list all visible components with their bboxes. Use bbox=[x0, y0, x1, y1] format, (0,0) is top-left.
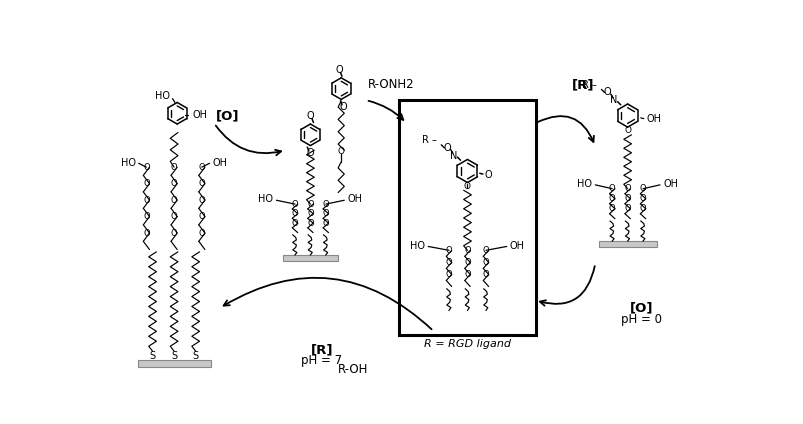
Text: O: O bbox=[322, 219, 328, 228]
Text: O: O bbox=[340, 102, 347, 112]
Text: HO: HO bbox=[120, 158, 136, 167]
Text: O: O bbox=[608, 194, 615, 203]
Text: O: O bbox=[445, 246, 452, 255]
Text: O: O bbox=[306, 112, 314, 121]
Text: O: O bbox=[623, 126, 630, 135]
Text: N: N bbox=[450, 151, 457, 161]
Text: O: O bbox=[198, 163, 205, 172]
Text: O: O bbox=[198, 212, 205, 221]
Text: O: O bbox=[463, 258, 471, 267]
Text: O: O bbox=[624, 204, 630, 213]
Text: R-ONH2: R-ONH2 bbox=[368, 78, 414, 91]
Text: O: O bbox=[143, 163, 149, 172]
Text: S: S bbox=[171, 351, 177, 361]
Text: O: O bbox=[484, 170, 491, 180]
Text: O: O bbox=[603, 87, 611, 98]
Text: S: S bbox=[149, 351, 156, 361]
Text: OH: OH bbox=[662, 179, 677, 189]
Text: S: S bbox=[193, 351, 198, 361]
Text: O: O bbox=[463, 246, 471, 255]
Text: pH = 0: pH = 0 bbox=[620, 313, 661, 326]
Text: O: O bbox=[198, 229, 205, 237]
Text: OH: OH bbox=[347, 195, 362, 204]
Text: O: O bbox=[639, 204, 646, 213]
Text: O: O bbox=[307, 209, 313, 218]
Text: O: O bbox=[143, 179, 149, 188]
Text: O: O bbox=[291, 209, 298, 218]
Text: pH = 7: pH = 7 bbox=[301, 354, 342, 367]
Text: O: O bbox=[291, 200, 298, 209]
Text: [O]: [O] bbox=[215, 109, 238, 122]
Text: OH: OH bbox=[212, 158, 227, 167]
Text: O: O bbox=[306, 148, 314, 158]
Text: O: O bbox=[198, 179, 205, 188]
Text: O: O bbox=[624, 194, 630, 203]
FancyBboxPatch shape bbox=[598, 241, 656, 247]
Text: O: O bbox=[608, 204, 615, 213]
Text: O: O bbox=[463, 270, 471, 279]
Text: O: O bbox=[608, 184, 615, 193]
Text: O: O bbox=[170, 195, 177, 205]
Text: O: O bbox=[443, 143, 450, 153]
FancyBboxPatch shape bbox=[433, 311, 501, 316]
Text: HO: HO bbox=[258, 195, 273, 204]
FancyArrowPatch shape bbox=[215, 126, 281, 155]
Text: O: O bbox=[307, 219, 313, 228]
Text: R-OH: R-OH bbox=[337, 363, 368, 376]
Text: O: O bbox=[170, 229, 177, 237]
Text: O: O bbox=[170, 212, 177, 221]
Text: O: O bbox=[482, 258, 489, 267]
Text: HO: HO bbox=[154, 91, 169, 101]
Text: O: O bbox=[337, 147, 344, 156]
Text: O: O bbox=[322, 200, 328, 209]
Text: O: O bbox=[335, 65, 342, 75]
Text: O: O bbox=[624, 184, 630, 193]
Text: OH: OH bbox=[193, 110, 207, 120]
Text: OH: OH bbox=[646, 114, 660, 124]
Text: [O]: [O] bbox=[629, 301, 653, 315]
Text: O: O bbox=[322, 209, 328, 218]
Text: R = RGD ligand: R = RGD ligand bbox=[423, 339, 511, 349]
Text: O: O bbox=[307, 200, 313, 209]
Text: R –: R – bbox=[581, 80, 596, 90]
Text: [R]: [R] bbox=[571, 78, 593, 91]
Text: O: O bbox=[170, 163, 177, 172]
Text: R –: R – bbox=[422, 135, 436, 145]
Text: O: O bbox=[482, 246, 489, 255]
Text: O: O bbox=[143, 195, 149, 205]
Text: O: O bbox=[445, 258, 452, 267]
Text: HO: HO bbox=[410, 241, 425, 251]
Text: O: O bbox=[143, 212, 149, 221]
Text: O: O bbox=[639, 194, 646, 203]
Text: OH: OH bbox=[509, 241, 524, 251]
FancyArrowPatch shape bbox=[539, 266, 594, 306]
Text: O: O bbox=[463, 182, 471, 191]
Text: O: O bbox=[639, 184, 646, 193]
Text: O: O bbox=[482, 270, 489, 279]
FancyBboxPatch shape bbox=[137, 360, 210, 367]
Text: HO: HO bbox=[577, 179, 592, 189]
Text: [R]: [R] bbox=[310, 344, 332, 357]
Text: O: O bbox=[291, 219, 298, 228]
Text: N: N bbox=[609, 95, 617, 105]
FancyArrowPatch shape bbox=[537, 116, 593, 142]
FancyArrowPatch shape bbox=[223, 278, 431, 329]
Text: O: O bbox=[198, 195, 205, 205]
Text: O: O bbox=[445, 270, 452, 279]
FancyBboxPatch shape bbox=[398, 100, 536, 335]
Text: O: O bbox=[143, 229, 149, 237]
FancyArrowPatch shape bbox=[368, 101, 403, 120]
Text: O: O bbox=[170, 179, 177, 188]
FancyBboxPatch shape bbox=[283, 255, 338, 261]
